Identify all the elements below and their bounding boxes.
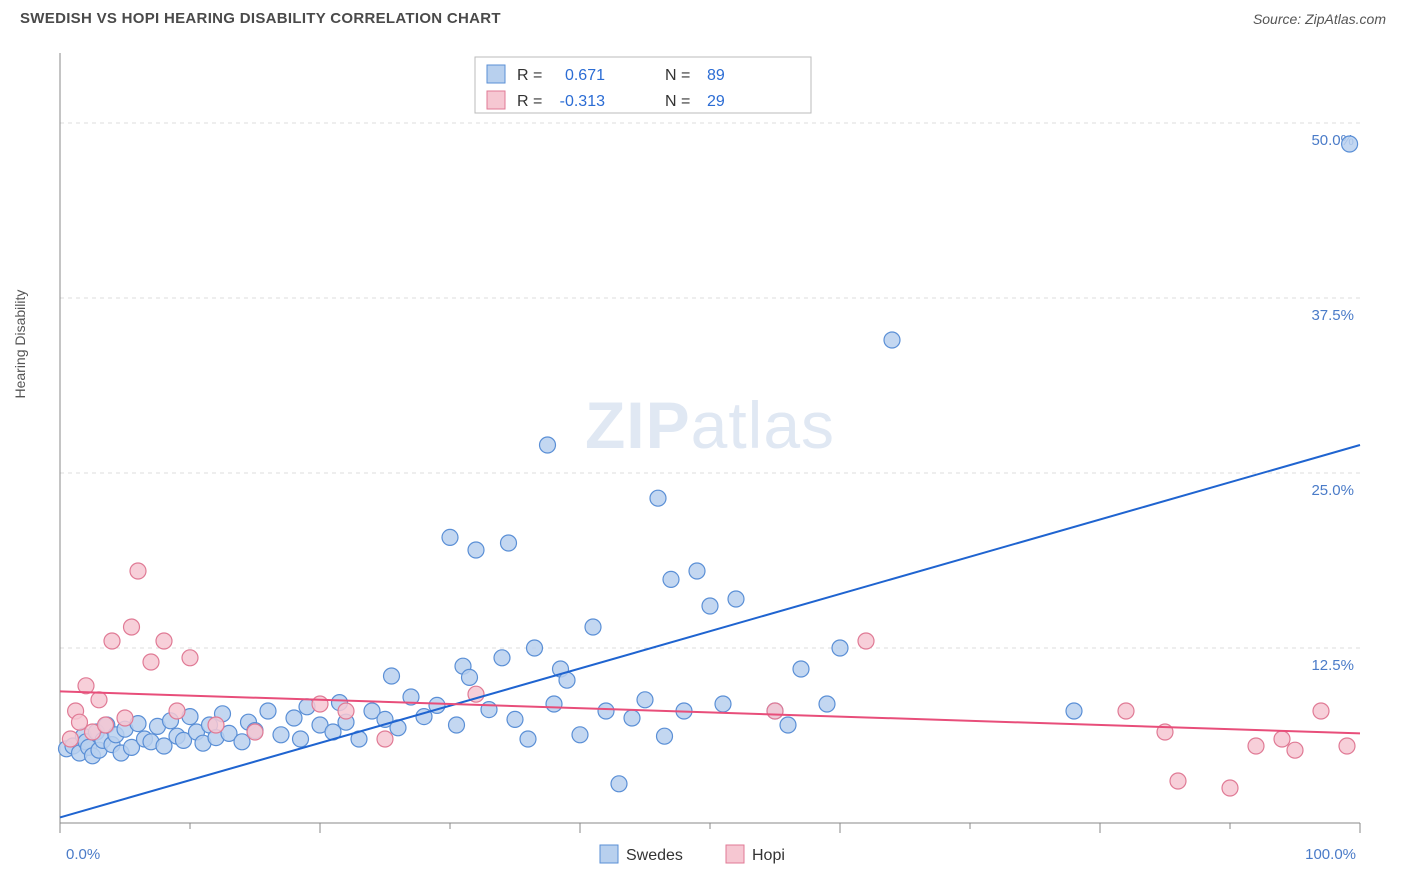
data-point [62, 731, 78, 747]
data-point [449, 717, 465, 733]
data-point [689, 563, 705, 579]
data-point [273, 727, 289, 743]
series-label: Hopi [752, 847, 785, 864]
source-attribution: Source: ZipAtlas.com [1253, 11, 1386, 27]
y-tick-label: 37.5% [1311, 307, 1354, 324]
trend-line [60, 445, 1360, 817]
data-point [124, 619, 140, 635]
data-point [1313, 703, 1329, 719]
data-point [91, 692, 107, 708]
series-swatch [726, 845, 744, 863]
data-point [468, 542, 484, 558]
data-point [1248, 738, 1264, 754]
data-point [780, 717, 796, 733]
data-point [527, 640, 543, 656]
data-point [585, 619, 601, 635]
data-point [377, 731, 393, 747]
data-point [1287, 742, 1303, 758]
data-point [884, 332, 900, 348]
y-axis-label: Hearing Disability [12, 290, 28, 399]
data-point [819, 696, 835, 712]
data-point [858, 633, 874, 649]
x-tick-label-right: 100.0% [1305, 846, 1356, 863]
data-point [624, 710, 640, 726]
stat-n-label: N = [665, 67, 690, 84]
stat-r-value: -0.313 [560, 93, 605, 110]
data-point [286, 710, 302, 726]
data-point [143, 654, 159, 670]
data-point [501, 535, 517, 551]
data-point [663, 571, 679, 587]
data-point [247, 724, 263, 740]
data-point [442, 529, 458, 545]
data-point [260, 703, 276, 719]
legend-swatch [487, 65, 505, 83]
x-tick-label-left: 0.0% [66, 846, 100, 863]
data-point [728, 591, 744, 607]
data-point [657, 728, 673, 744]
stat-n-value: 29 [707, 93, 725, 110]
series-swatch [600, 845, 618, 863]
data-point [312, 696, 328, 712]
series-label: Swedes [626, 847, 683, 864]
y-tick-label: 12.5% [1311, 657, 1354, 674]
data-point [611, 776, 627, 792]
data-point [104, 633, 120, 649]
data-point [182, 650, 198, 666]
data-point [715, 696, 731, 712]
data-point [540, 437, 556, 453]
data-point [98, 717, 114, 733]
chart-title: SWEDISH VS HOPI HEARING DISABILITY CORRE… [20, 10, 501, 27]
data-point [572, 727, 588, 743]
data-point [169, 703, 185, 719]
data-point [156, 633, 172, 649]
stat-n-label: N = [665, 93, 690, 110]
data-point [598, 703, 614, 719]
stat-r-label: R = [517, 93, 542, 110]
data-point [520, 731, 536, 747]
data-point [462, 669, 478, 685]
legend-swatch [487, 91, 505, 109]
data-point [384, 668, 400, 684]
data-point [1170, 773, 1186, 789]
data-point [208, 717, 224, 733]
data-point [767, 703, 783, 719]
data-point [1339, 738, 1355, 754]
data-point [507, 711, 523, 727]
data-point [494, 650, 510, 666]
data-point [1274, 731, 1290, 747]
data-point [637, 692, 653, 708]
stat-n-value: 89 [707, 67, 725, 84]
stat-r-label: R = [517, 67, 542, 84]
data-point [1222, 780, 1238, 796]
data-point [293, 731, 309, 747]
data-point [832, 640, 848, 656]
data-point [130, 563, 146, 579]
data-point [650, 490, 666, 506]
data-point [702, 598, 718, 614]
data-point [338, 703, 354, 719]
chart-container: Hearing Disability 12.5%25.0%37.5%50.0%Z… [20, 33, 1386, 873]
scatter-chart: 12.5%25.0%37.5%50.0%ZIPatlas0.0%100.0%R … [20, 33, 1386, 873]
data-point [1066, 703, 1082, 719]
data-point [481, 702, 497, 718]
watermark: ZIPatlas [585, 388, 835, 462]
data-point [117, 710, 133, 726]
stat-r-value: 0.671 [565, 67, 605, 84]
data-point [546, 696, 562, 712]
data-point [1342, 136, 1358, 152]
data-point [1118, 703, 1134, 719]
data-point [793, 661, 809, 677]
y-tick-label: 25.0% [1311, 482, 1354, 499]
